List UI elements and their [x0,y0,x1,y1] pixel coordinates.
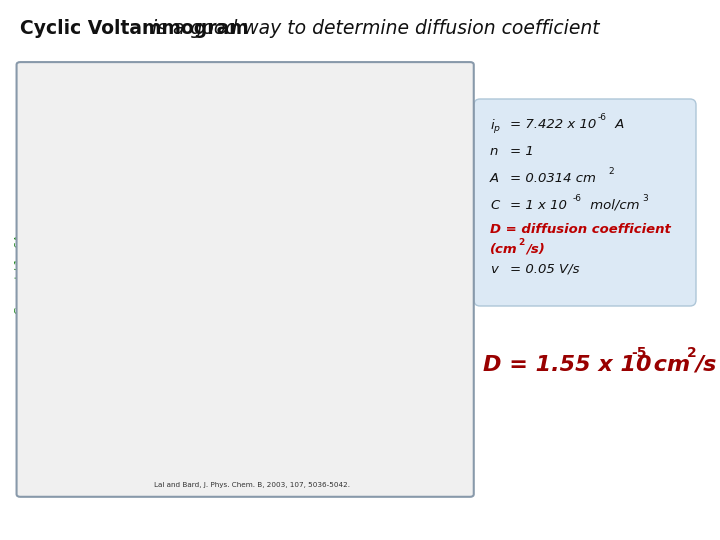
Text: /s: /s [695,355,716,375]
Text: n: n [490,145,498,158]
Text: Oxidation: Oxidation [106,171,156,181]
Y-axis label: Current / 1e-6A: Current / 1e-6A [15,234,25,314]
Text: mol/cm: mol/cm [586,199,639,212]
FancyBboxPatch shape [474,99,696,306]
Text: C: C [490,199,499,212]
Text: cm: cm [646,355,690,375]
FancyBboxPatch shape [122,346,230,434]
Text: 2: 2 [518,238,524,247]
Text: D = 1.55 x 10: D = 1.55 x 10 [483,355,652,375]
Text: /s): /s) [526,243,545,256]
Text: D = diffusion coefficient: D = diffusion coefficient [490,223,671,236]
Text: A: A [490,172,499,185]
Text: Reduction: Reduction [338,133,391,143]
Text: -5: -5 [631,346,647,360]
Text: 3: 3 [642,194,648,203]
Text: -6: -6 [598,113,607,122]
Text: = 0.0314 cm: = 0.0314 cm [510,172,596,185]
Text: $i_p$: $i_p$ [490,118,501,136]
Text: 2: 2 [608,167,613,176]
Text: v: v [490,263,498,276]
Text: A: A [611,118,624,131]
X-axis label: Potential / V: Potential / V [215,472,278,482]
Text: = 0.05 V/s: = 0.05 V/s [510,263,580,276]
Text: 2: 2 [687,346,697,360]
Title: 1mM PM567 in  0.1M TBAPF6 in MeCN (0.05V/s): 1mM PM567 in 0.1M TBAPF6 in MeCN (0.05V/… [146,86,347,95]
Text: Cyclic Voltammogram: Cyclic Voltammogram [20,19,249,38]
Text: (cm: (cm [490,243,518,256]
Text: is a good way to determine diffusion coefficient: is a good way to determine diffusion coe… [20,19,600,38]
Text: Laser Dye (PM 567): Laser Dye (PM 567) [126,388,226,396]
Text: = 1 x 10: = 1 x 10 [510,199,567,212]
Text: = 7.422 x 10: = 7.422 x 10 [510,118,596,131]
Text: -6: -6 [573,194,582,203]
Text: Lal and Bard, J. Phys. Chem. B, 2003, 107, 5036-5042.: Lal and Bard, J. Phys. Chem. B, 2003, 10… [154,482,350,488]
Text: = 1: = 1 [510,145,534,158]
